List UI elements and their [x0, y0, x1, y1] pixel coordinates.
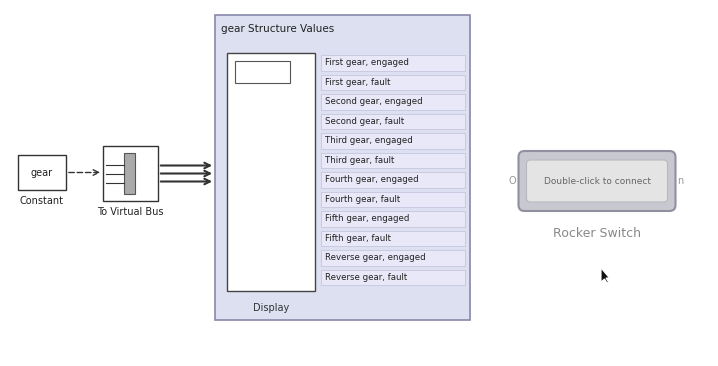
Text: Display: Display	[253, 303, 289, 313]
Text: Fourth gear, fault: Fourth gear, fault	[325, 195, 400, 204]
FancyBboxPatch shape	[321, 133, 465, 149]
Polygon shape	[601, 268, 610, 283]
FancyBboxPatch shape	[321, 75, 465, 90]
Text: Second gear, engaged: Second gear, engaged	[325, 97, 423, 107]
FancyBboxPatch shape	[321, 153, 465, 168]
FancyBboxPatch shape	[321, 231, 465, 246]
FancyBboxPatch shape	[321, 55, 465, 71]
Text: Reverse gear, fault: Reverse gear, fault	[325, 273, 407, 282]
FancyBboxPatch shape	[321, 172, 465, 188]
FancyBboxPatch shape	[321, 94, 465, 110]
Text: gear: gear	[31, 168, 53, 178]
Text: Fifth gear, engaged: Fifth gear, engaged	[325, 214, 409, 224]
Text: gear Structure Values: gear Structure Values	[221, 24, 335, 34]
FancyBboxPatch shape	[235, 61, 290, 83]
FancyBboxPatch shape	[518, 151, 676, 211]
Text: Double-click to connect: Double-click to connect	[544, 176, 651, 186]
FancyBboxPatch shape	[215, 15, 470, 320]
FancyBboxPatch shape	[124, 153, 135, 194]
FancyBboxPatch shape	[227, 53, 315, 291]
Text: n: n	[678, 176, 684, 186]
Text: Second gear, fault: Second gear, fault	[325, 117, 404, 126]
Text: Third gear, engaged: Third gear, engaged	[325, 137, 413, 146]
FancyBboxPatch shape	[321, 269, 465, 285]
Text: Fifth gear, fault: Fifth gear, fault	[325, 234, 391, 243]
FancyBboxPatch shape	[321, 191, 465, 208]
FancyBboxPatch shape	[321, 113, 465, 130]
FancyBboxPatch shape	[526, 160, 668, 202]
Text: Constant: Constant	[20, 196, 64, 206]
FancyBboxPatch shape	[321, 250, 465, 266]
Text: O: O	[509, 176, 516, 186]
FancyBboxPatch shape	[18, 155, 66, 190]
Text: First gear, engaged: First gear, engaged	[325, 59, 409, 67]
FancyBboxPatch shape	[103, 146, 158, 201]
Text: First gear, fault: First gear, fault	[325, 78, 391, 87]
Text: To Virtual Bus: To Virtual Bus	[97, 207, 164, 217]
Text: Third gear, fault: Third gear, fault	[325, 156, 394, 165]
Text: Fourth gear, engaged: Fourth gear, engaged	[325, 175, 419, 184]
FancyBboxPatch shape	[321, 211, 465, 227]
Text: Rocker Switch: Rocker Switch	[553, 227, 641, 240]
Text: Reverse gear, engaged: Reverse gear, engaged	[325, 254, 426, 262]
